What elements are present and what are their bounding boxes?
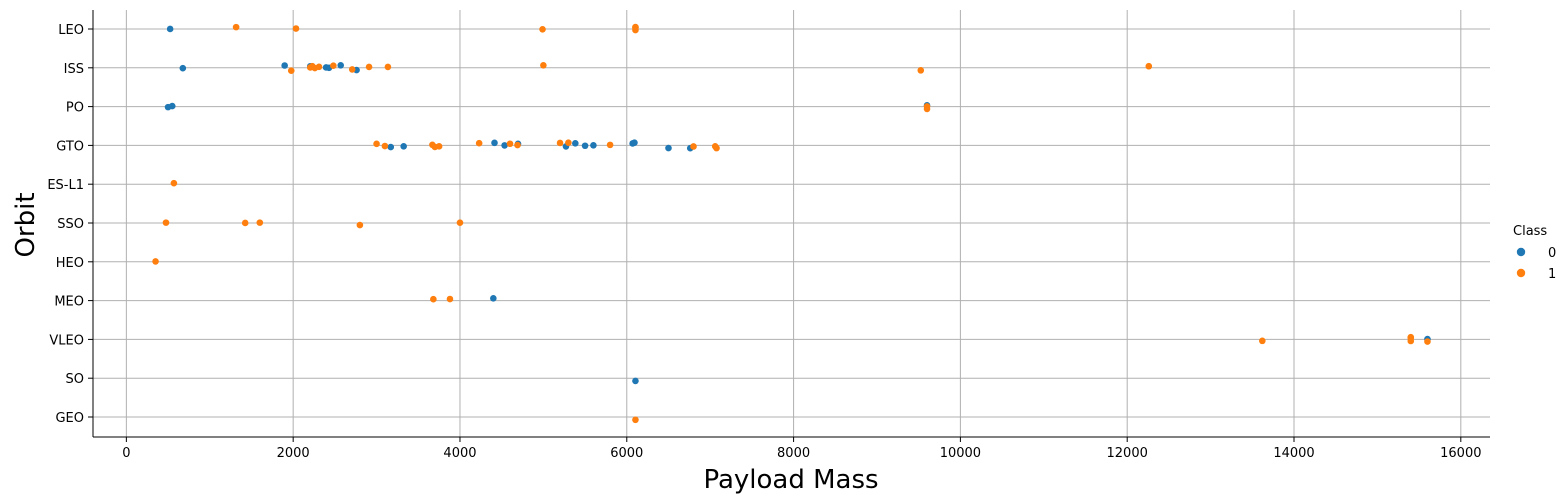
data-point-class-0: [501, 142, 508, 149]
data-point-class-0: [590, 142, 597, 149]
x-tick-label: 14000: [1273, 446, 1314, 461]
data-point-class-1: [690, 143, 697, 150]
data-point-class-0: [581, 142, 589, 150]
y-tick-label: PO: [66, 101, 84, 116]
data-point-class-1: [256, 219, 264, 226]
data-point-class-1: [356, 221, 364, 229]
y-tick-label: ISS: [64, 62, 84, 77]
data-point-class-1: [330, 62, 337, 70]
x-tick-label: 6000: [610, 446, 643, 461]
data-point-class-1: [292, 25, 300, 32]
data-point-class-1: [506, 140, 514, 148]
legend-title: Class: [1513, 224, 1547, 239]
data-point-class-1: [514, 141, 521, 149]
data-point-class-0: [400, 143, 407, 150]
data-point-class-0: [166, 25, 174, 33]
data-point-class-0: [337, 61, 345, 69]
data-point-class-1: [475, 139, 483, 147]
data-point-class-0: [179, 64, 187, 72]
x-tick-label: 4000: [443, 446, 476, 461]
data-point-class-1: [539, 26, 546, 33]
data-point-class-1: [1259, 337, 1266, 345]
data-point-class-1: [713, 144, 720, 152]
x-tick-label: 10000: [940, 446, 981, 461]
legend-label-0: 0: [1548, 246, 1556, 261]
legend-marker-0: [1516, 247, 1526, 257]
data-point-class-1: [556, 139, 564, 147]
data-point-class-0: [281, 62, 288, 69]
legend: Class 0 1: [1513, 224, 1556, 282]
y-tick-label: GTO: [56, 139, 84, 154]
data-point-class-1: [456, 219, 464, 227]
data-point-class-1: [241, 219, 249, 227]
data-point-class-1: [384, 63, 392, 71]
data-point-class-1: [152, 258, 159, 265]
data-point-class-1: [565, 139, 572, 146]
data-point-class-1: [446, 295, 454, 303]
data-point-class-1: [1407, 337, 1415, 345]
data-point-class-1: [381, 142, 389, 150]
data-point-class-0: [168, 102, 176, 110]
data-point-class-1: [540, 61, 547, 69]
x-tick-label: 12000: [1107, 446, 1148, 461]
data-point-class-0: [387, 143, 395, 151]
grid-lines: [93, 10, 1490, 437]
data-point-class-1: [435, 143, 443, 150]
data-point-class-1: [315, 63, 323, 71]
x-tick-label: 16000: [1440, 446, 1481, 461]
data-point-class-1: [632, 23, 639, 31]
data-point-class-1: [632, 416, 639, 424]
y-axis-title: Orbit: [11, 192, 41, 257]
data-point-class-0: [665, 144, 672, 152]
data-point-class-1: [917, 67, 925, 74]
y-tick-label: SO: [66, 372, 84, 387]
data-point-class-0: [491, 139, 498, 147]
x-tick-label: 0: [122, 446, 130, 461]
data-point-class-0: [490, 295, 497, 302]
data-point-class-1: [287, 67, 295, 75]
data-point-class-1: [232, 23, 240, 31]
legend-marker-1: [1516, 268, 1526, 278]
data-point-class-1: [1145, 62, 1153, 70]
x-tick-label: 2000: [277, 446, 310, 461]
y-tick-label: GEO: [55, 411, 84, 426]
axes: 0 2000 4000 6000 8000 10000 12000 14000 16000 LEO…: [47, 10, 1490, 461]
legend-label-1: 1: [1548, 267, 1556, 282]
y-tick-label: SSO: [57, 217, 84, 232]
data-point-class-1: [348, 66, 356, 73]
x-axis-title: Payload Mass: [703, 465, 878, 495]
data-point-class-0: [572, 140, 579, 147]
data-point-class-1: [606, 141, 614, 149]
y-tick-label: HEO: [56, 256, 84, 271]
data-point-class-1: [923, 103, 931, 110]
data-point-class-1: [365, 63, 373, 71]
data-points: [152, 23, 1431, 424]
data-point-class-1: [162, 219, 170, 226]
y-tick-label: VLEO: [49, 333, 84, 348]
data-point-class-0: [631, 139, 638, 147]
data-point-class-0: [632, 377, 639, 385]
data-point-class-1: [430, 295, 437, 303]
data-point-class-1: [170, 179, 178, 187]
y-tick-label: ES-L1: [47, 178, 84, 193]
x-tick-label: 8000: [777, 446, 810, 461]
data-point-class-1: [1424, 338, 1431, 345]
data-point-class-1: [373, 140, 380, 148]
y-tick-label: MEO: [54, 295, 84, 310]
y-tick-label: LEO: [58, 23, 84, 38]
